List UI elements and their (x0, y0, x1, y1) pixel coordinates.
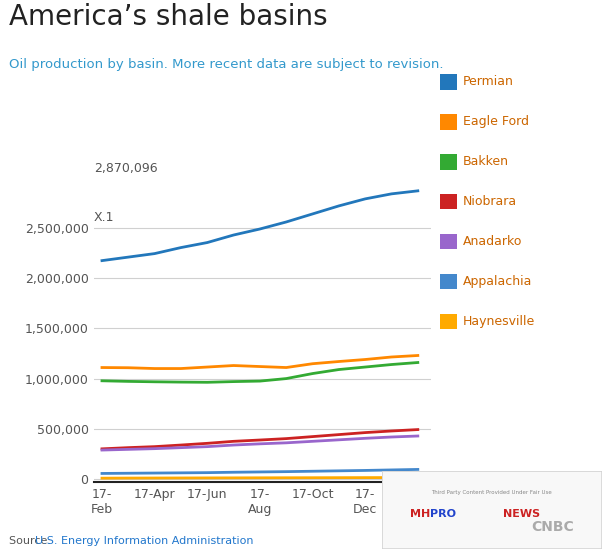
Text: Appalachia: Appalachia (463, 275, 532, 288)
Text: Anadarko: Anadarko (463, 235, 523, 248)
Text: Niobrara: Niobrara (463, 195, 517, 208)
Text: Eagle Ford: Eagle Ford (463, 115, 529, 129)
Text: U.S. Energy Information Administration: U.S. Energy Information Administration (35, 536, 253, 546)
Text: Bakken: Bakken (463, 155, 509, 168)
Text: Source:: Source: (9, 536, 55, 546)
Text: PRO: PRO (430, 509, 456, 519)
Text: 2,870,096: 2,870,096 (94, 162, 158, 175)
Text: MH: MH (410, 509, 430, 519)
Text: Permian: Permian (463, 75, 514, 89)
Text: Haynesville: Haynesville (463, 315, 535, 328)
Text: Oil production by basin. More recent data are subject to revision.: Oil production by basin. More recent dat… (9, 58, 444, 71)
Text: Third Party Content Provided Under Fair Use: Third Party Content Provided Under Fair … (432, 490, 552, 495)
Text: America’s shale basins: America’s shale basins (9, 3, 328, 31)
Text: X.1: X.1 (94, 212, 115, 224)
Text: NEWS: NEWS (503, 509, 540, 519)
Text: CNBC: CNBC (532, 520, 574, 534)
